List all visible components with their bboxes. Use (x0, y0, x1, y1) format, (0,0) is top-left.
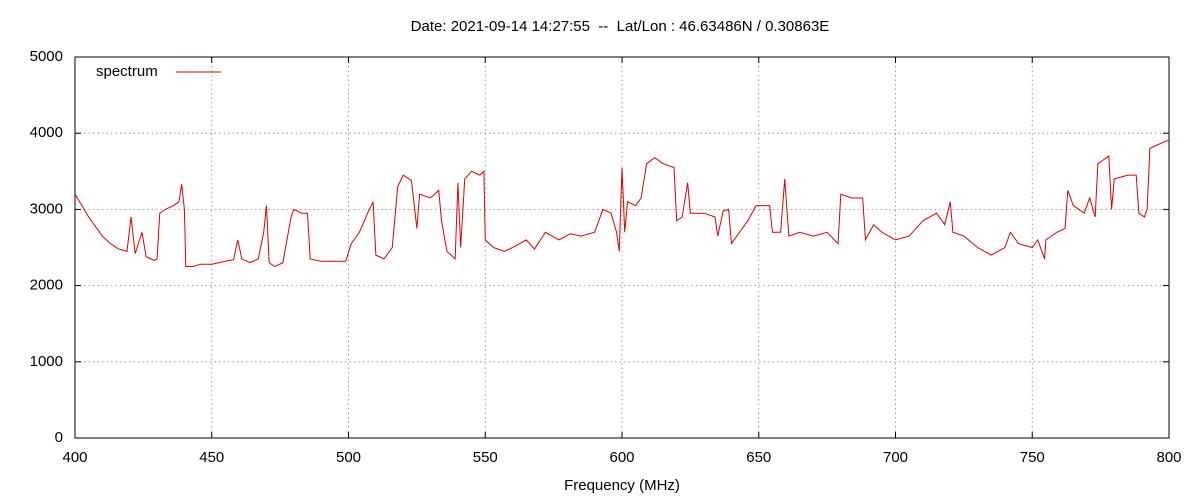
x-axis-label: Frequency (MHz) (564, 477, 680, 494)
legend-label: spectrum (96, 63, 158, 80)
x-tick-label: 550 (473, 449, 498, 466)
x-tick-label: 600 (609, 449, 634, 466)
x-tick-label: 650 (746, 449, 771, 466)
y-tick-label: 1000 (30, 353, 63, 370)
y-tick-label: 3000 (30, 200, 63, 217)
y-tick-label: 5000 (30, 48, 63, 65)
x-tick-label: 500 (336, 449, 361, 466)
x-tick-label: 700 (883, 449, 908, 466)
x-tick-label: 450 (199, 449, 224, 466)
y-tick-label: 4000 (30, 124, 63, 141)
x-tick-label: 400 (62, 449, 87, 466)
x-tick-label: 800 (1156, 449, 1181, 466)
chart-title: Date: 2021-09-14 14:27:55 -- Lat/Lon : 4… (411, 18, 830, 35)
y-tick-label: 2000 (30, 277, 63, 294)
y-tick-label: 0 (55, 429, 63, 446)
x-tick-label: 750 (1020, 449, 1045, 466)
spectrum-line (74, 140, 1169, 268)
